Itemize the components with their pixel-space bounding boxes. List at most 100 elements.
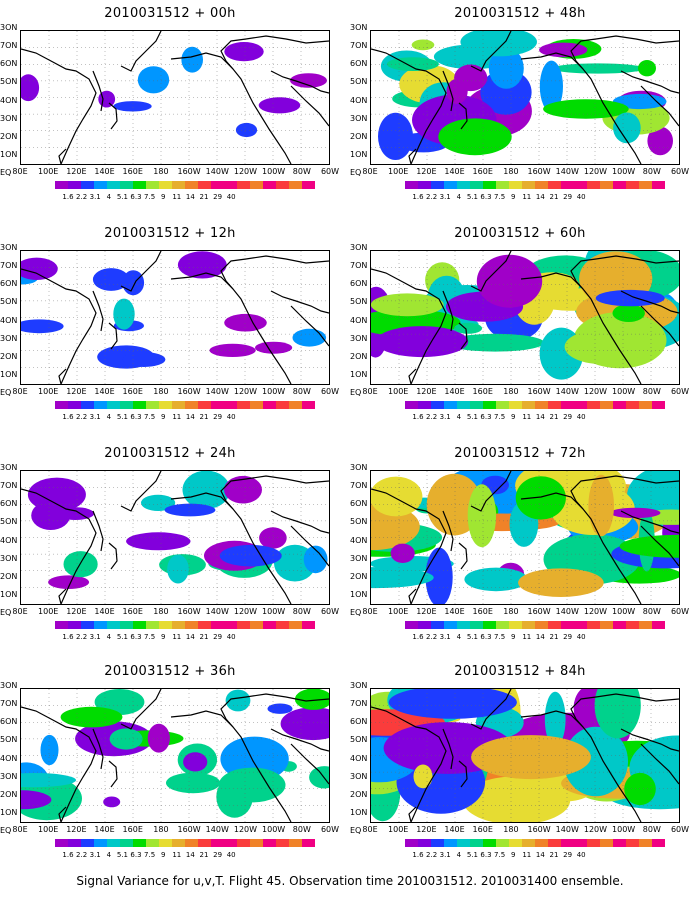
- longitude-tick-label: 180: [153, 607, 169, 616]
- variance-region: [551, 63, 645, 74]
- variance-region: [471, 735, 591, 780]
- colorbar-level-label: 14: [185, 413, 195, 421]
- variance-region: [647, 126, 673, 156]
- coastline: [470, 251, 512, 292]
- latitude-tick-label: 6ON: [0, 59, 18, 69]
- coastline: [290, 743, 329, 785]
- colorbar-level-label: 11: [522, 193, 532, 201]
- colorbar-level-label: 40: [226, 851, 236, 859]
- variance-region: [113, 101, 152, 112]
- colorbar-swatch: [302, 181, 315, 189]
- colorbar-swatch: [198, 181, 211, 189]
- variance-region: [21, 790, 52, 810]
- variance-region: [209, 343, 256, 357]
- colorbar-level-label: 40: [226, 193, 236, 201]
- latitude-tick-label: 4ON: [350, 315, 368, 325]
- coastline: [640, 743, 679, 785]
- coastline: [270, 510, 329, 534]
- colorbar-swatch: [548, 621, 561, 629]
- map-plot: [20, 470, 330, 605]
- coastline: [220, 693, 329, 728]
- colorbar-swatch: [120, 839, 133, 847]
- colorbar-level-label: 3.1: [439, 413, 451, 421]
- colorbar-level-label: 9: [510, 633, 516, 641]
- colorbar-swatch: [289, 401, 302, 409]
- colorbar-level-label: 29: [563, 851, 573, 859]
- colorbar-level-label: 14: [535, 193, 545, 201]
- variance-region: [181, 46, 203, 73]
- colorbar-swatch: [185, 401, 198, 409]
- variance-region: [224, 475, 262, 504]
- colorbar-level-label: 4: [106, 193, 112, 201]
- colorbar-swatch: [457, 401, 470, 409]
- longitude-tick-label: 160W: [527, 607, 551, 616]
- longitude-tick-label: 100E: [38, 825, 59, 834]
- variance-map: [21, 251, 329, 384]
- colorbar-swatch: [81, 401, 94, 409]
- colorbar-level-label: 2.2: [76, 633, 88, 641]
- longitude-tick-label: 180: [503, 387, 519, 396]
- colorbar-swatch: [224, 401, 237, 409]
- colorbar-swatch: [237, 401, 250, 409]
- panel-title: 2010031512 + 84h: [454, 664, 586, 679]
- variance-region: [182, 471, 231, 509]
- forecast-panel: 2010031512 + 48h 3ON 7ON 6ON 5ON 4ON 3ON 2ON 1ON…: [350, 6, 690, 221]
- coastline: [220, 475, 329, 510]
- colorbar-level-label: 4: [456, 413, 462, 421]
- latitude-tick-label: 3ON: [0, 681, 18, 690]
- colorbar-swatch: [68, 181, 81, 189]
- latitude-tick-label: 3ON: [350, 113, 368, 123]
- coastline: [290, 305, 329, 347]
- colorbar-swatch: [68, 401, 81, 409]
- variance-region: [577, 336, 632, 362]
- colorbar-swatch: [561, 401, 574, 409]
- variance-region: [446, 78, 468, 104]
- colorbar: [55, 181, 315, 191]
- longitude-tick-label: 80E: [362, 167, 378, 176]
- colorbar-swatch: [250, 839, 263, 847]
- colorbar-swatch: [483, 839, 496, 847]
- colorbar-swatch: [574, 839, 587, 847]
- latitude-tick-label: EQ: [350, 388, 362, 397]
- map-plot: [370, 30, 680, 165]
- variance-region: [594, 689, 641, 739]
- coastline: [270, 70, 329, 94]
- longitude-tick-label: 100E: [388, 167, 409, 176]
- colorbar-swatch: [639, 621, 652, 629]
- latitude-tick-label: 3ON: [0, 463, 18, 472]
- colorbar-level-label: 4: [456, 633, 462, 641]
- colorbar-level-label: 21: [199, 413, 209, 421]
- colorbar-level-label: 21: [549, 193, 559, 201]
- colorbar-swatch: [250, 401, 263, 409]
- colorbar-swatch: [405, 621, 418, 629]
- colorbar-level-label: 11: [522, 851, 532, 859]
- longitude-tick-label: 140E: [444, 387, 465, 396]
- variance-region: [103, 796, 121, 808]
- map-plot: [20, 688, 330, 823]
- longitude-tick-label: 80W: [642, 607, 661, 616]
- colorbar-swatch: [600, 839, 613, 847]
- coastline: [92, 290, 104, 332]
- colorbar-level-label: 5.1: [466, 413, 478, 421]
- latitude-tick-label: 2ON: [0, 351, 18, 361]
- variance-region: [476, 254, 543, 308]
- colorbar-level-label: 14: [535, 851, 545, 859]
- colorbar-swatch: [431, 181, 444, 189]
- colorbar-swatch: [483, 181, 496, 189]
- colorbar-swatch: [81, 181, 94, 189]
- colorbar-swatch: [444, 621, 457, 629]
- coastline: [442, 70, 454, 112]
- colorbar-level-label: 40: [576, 633, 586, 641]
- forecast-panel: 2010031512 + 00h 3ON 7ON 6ON 5ON 4ON 3ON 2ON 1ON…: [0, 6, 340, 221]
- coastline: [470, 471, 512, 512]
- latitude-tick-label: 1ON: [350, 149, 368, 159]
- longitude-tick-label: 140E: [94, 607, 115, 616]
- latitude-tick-label: EQ: [350, 826, 362, 835]
- coastline: [371, 706, 447, 822]
- coastline: [640, 85, 679, 127]
- longitude-tick-label: 160W: [177, 167, 201, 176]
- longitude-tick-label: 160W: [527, 387, 551, 396]
- latitude-tick-label: 3ON: [0, 771, 18, 781]
- coastline: [270, 728, 329, 752]
- colorbar-swatch: [626, 621, 639, 629]
